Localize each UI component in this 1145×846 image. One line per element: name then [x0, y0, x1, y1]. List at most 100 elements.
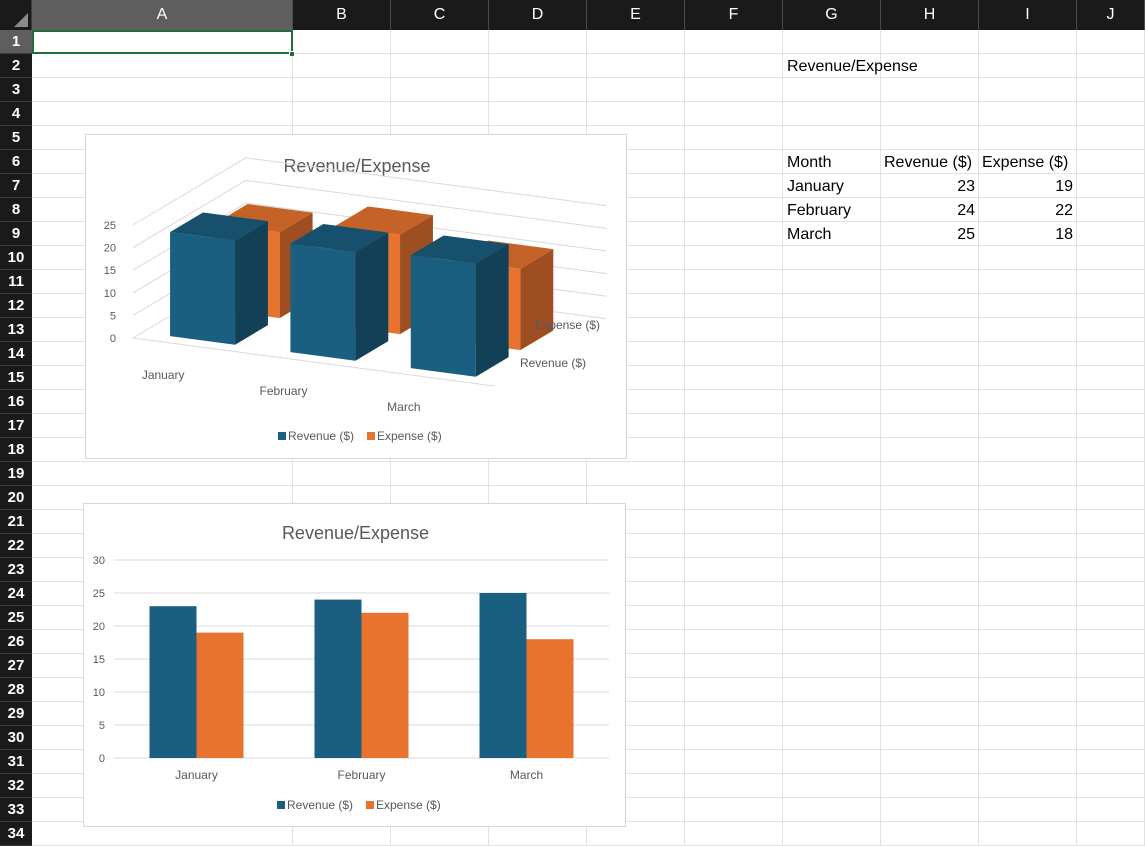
row-header-30[interactable]: 30 — [0, 726, 32, 750]
active-cell-a1[interactable] — [32, 30, 293, 54]
revenue-cell[interactable]: 25 — [957, 226, 975, 243]
month-cell[interactable]: February — [787, 202, 852, 219]
row-header-9[interactable]: 9 — [0, 222, 32, 246]
header-month-cell[interactable]: Month — [787, 154, 832, 171]
row-header-12[interactable]: 12 — [0, 294, 32, 318]
column-header-e[interactable]: E — [587, 0, 685, 30]
row-header-3[interactable]: 3 — [0, 78, 32, 102]
y-tick-label: 20 — [93, 621, 105, 633]
revenue-cell[interactable]: 23 — [957, 178, 975, 195]
column-header-j[interactable]: J — [1077, 0, 1145, 30]
x-tick-label: January — [142, 368, 185, 382]
floor-edge — [132, 337, 495, 387]
row-header-21[interactable]: 21 — [0, 510, 32, 534]
bar[interactable] — [361, 612, 409, 758]
chart-3d-svg: Revenue/Expense 0 5 10 15 20 25 January February… — [104, 156, 607, 443]
grid-line — [1076, 30, 1077, 846]
bar-front-face — [170, 232, 236, 345]
month-cell[interactable]: March — [787, 226, 832, 243]
legend-label: Expense ($) — [376, 798, 441, 812]
row-header-1[interactable]: 1 — [0, 30, 32, 54]
legend-swatch — [277, 801, 285, 809]
select-all-icon — [14, 13, 28, 27]
grid-line — [32, 101, 1145, 102]
row-header-16[interactable]: 16 — [0, 390, 32, 414]
expense-cell[interactable]: 22 — [1055, 202, 1073, 219]
bar[interactable] — [314, 599, 362, 758]
bar-front-face — [410, 255, 476, 377]
row-header-32[interactable]: 32 — [0, 774, 32, 798]
table-title-cell[interactable]: Revenue/Expense — [787, 58, 918, 75]
row-header-28[interactable]: 28 — [0, 678, 32, 702]
row-header-15[interactable]: 15 — [0, 366, 32, 390]
column-header-c[interactable]: C — [391, 0, 489, 30]
row-header-27[interactable]: 27 — [0, 654, 32, 678]
row-header-24[interactable]: 24 — [0, 582, 32, 606]
header-revenue-cell[interactable]: Revenue ($) — [884, 154, 973, 171]
bar[interactable] — [196, 632, 244, 758]
row-header-2[interactable]: 2 — [0, 54, 32, 78]
chart-title: Revenue/Expense — [283, 156, 430, 176]
bar-3d[interactable] — [290, 224, 389, 361]
bar-side-face — [355, 232, 389, 361]
header-expense-cell[interactable]: Expense ($) — [982, 154, 1069, 171]
expense-cell[interactable]: 19 — [1055, 178, 1073, 195]
grid-line — [880, 30, 881, 846]
bar[interactable] — [526, 639, 574, 758]
row-header-6[interactable]: 6 — [0, 150, 32, 174]
bar[interactable] — [479, 593, 527, 758]
grid-line — [32, 77, 1145, 78]
row-header-5[interactable]: 5 — [0, 126, 32, 150]
column-header-b[interactable]: B — [293, 0, 391, 30]
row-header-23[interactable]: 23 — [0, 558, 32, 582]
bar-top-face — [290, 224, 389, 253]
row-header-29[interactable]: 29 — [0, 702, 32, 726]
chart-title: Revenue/Expense — [282, 523, 429, 543]
revenue-cell[interactable]: 24 — [957, 202, 975, 219]
row-header-11[interactable]: 11 — [0, 270, 32, 294]
row-header-22[interactable]: 22 — [0, 534, 32, 558]
x-tick-label: March — [387, 400, 420, 414]
row-header-8[interactable]: 8 — [0, 198, 32, 222]
column-header-f[interactable]: F — [685, 0, 783, 30]
column-header-g[interactable]: G — [783, 0, 881, 30]
select-all-button[interactable] — [0, 0, 32, 30]
chart-3d-column[interactable]: Revenue/Expense 0 5 10 15 20 25 January February… — [85, 134, 627, 459]
row-header-20[interactable]: 20 — [0, 486, 32, 510]
month-cell[interactable]: January — [787, 178, 844, 195]
row-header-34[interactable]: 34 — [0, 822, 32, 846]
chart-2d-svg: Revenue/Expense 0 5 10 15 20 25 30 January Februa… — [93, 523, 609, 812]
bar-3d[interactable] — [170, 212, 268, 345]
row-header-14[interactable]: 14 — [0, 342, 32, 366]
column-header-d[interactable]: D — [489, 0, 587, 30]
chart-clustered-column[interactable]: Revenue/Expense 0 5 10 15 20 25 30 January Februa… — [83, 503, 626, 827]
column-header-a[interactable]: A — [32, 0, 293, 30]
row-header-25[interactable]: 25 — [0, 606, 32, 630]
gridline — [132, 157, 607, 226]
row-header-18[interactable]: 18 — [0, 438, 32, 462]
row-header-31[interactable]: 31 — [0, 750, 32, 774]
bar[interactable] — [149, 606, 197, 758]
grid-line — [684, 30, 685, 846]
row-header-26[interactable]: 26 — [0, 630, 32, 654]
legend-label: Expense ($) — [377, 429, 442, 443]
row-header-7[interactable]: 7 — [0, 174, 32, 198]
row-header-10[interactable]: 10 — [0, 246, 32, 270]
expense-cell[interactable]: 18 — [1055, 226, 1073, 243]
row-header-4[interactable]: 4 — [0, 102, 32, 126]
row-header-17[interactable]: 17 — [0, 414, 32, 438]
column-header-i[interactable]: I — [979, 0, 1077, 30]
bar-top-face — [335, 206, 433, 235]
y-tick-label: 15 — [104, 265, 116, 277]
y-tick-label: 20 — [104, 243, 116, 255]
column-header-h[interactable]: H — [881, 0, 979, 30]
row-header-33[interactable]: 33 — [0, 798, 32, 822]
grid-line — [782, 30, 783, 846]
row-header-13[interactable]: 13 — [0, 318, 32, 342]
bar-3d[interactable] — [410, 235, 509, 377]
y-tick-label: 5 — [110, 310, 116, 322]
fill-handle[interactable] — [289, 51, 295, 57]
bar-side-face — [235, 221, 268, 345]
row-header-19[interactable]: 19 — [0, 462, 32, 486]
